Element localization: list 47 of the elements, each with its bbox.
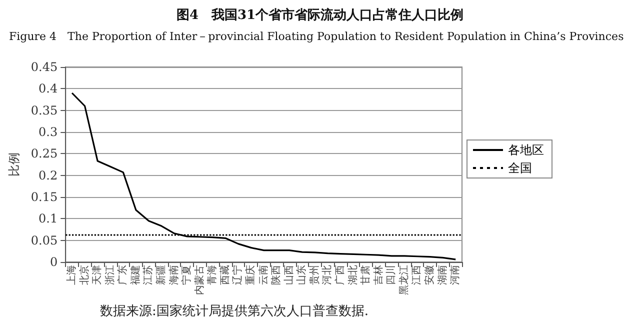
y-tick-label: 0.25 bbox=[30, 146, 58, 161]
x-tick-label: 贵州 bbox=[308, 265, 320, 285]
x-tick-label: 天津 bbox=[91, 265, 104, 285]
chart-subtitle: Figure 4 The Proportion of Inter－provincial Floating Population to Resident Population in China’s Provinces bbox=[9, 30, 624, 43]
y-tick-label: 0.45 bbox=[30, 60, 58, 74]
x-tick-label: 广东 bbox=[116, 265, 129, 285]
x-tick-label: 内蒙古 bbox=[193, 265, 206, 295]
x-tick-label: 安徽 bbox=[424, 265, 436, 285]
x-tick-label: 黑龙江 bbox=[398, 265, 410, 295]
x-tick-label: 陕西 bbox=[270, 265, 282, 285]
y-tick-label: 0.3 bbox=[38, 125, 58, 139]
x-tick-label: 福建 bbox=[129, 265, 142, 285]
x-tick-label: 辽宁 bbox=[232, 265, 244, 285]
y-tick-label: 0.05 bbox=[30, 233, 58, 248]
chart-title: 图4 我国31个省市省际流动人口占常住人口比例 bbox=[176, 7, 464, 23]
y-tick-label: 0.15 bbox=[30, 190, 58, 204]
x-tick-label: 吉林 bbox=[372, 265, 384, 285]
x-tick-label: 海南 bbox=[168, 265, 180, 285]
y-axis-title: 比例 bbox=[7, 152, 21, 176]
x-tick-label: 江苏 bbox=[142, 265, 154, 285]
y-tick-label: 0.35 bbox=[30, 103, 58, 118]
x-tick-label: 江西 bbox=[410, 265, 423, 285]
x-tick-label: 甘肃 bbox=[360, 265, 372, 285]
x-tick-label: 四川 bbox=[385, 265, 398, 285]
x-tick-label: 浙江 bbox=[104, 265, 116, 285]
x-tick-label: 云南 bbox=[257, 265, 270, 285]
x-tick-label: 山西 bbox=[282, 265, 295, 285]
x-tick-label: 宁夏 bbox=[180, 265, 193, 285]
x-tick-label: 广西 bbox=[334, 265, 346, 285]
y-tick-label: 0 bbox=[50, 255, 58, 269]
legend-label: 全国 bbox=[508, 161, 532, 175]
source-note: 数据来源:国家统计局提供第六次人口普查数据. bbox=[100, 303, 369, 319]
x-tick-label: 湖北 bbox=[346, 265, 359, 285]
x-tick-label: 河北 bbox=[321, 265, 334, 285]
x-tick-label: 上海 bbox=[66, 265, 78, 285]
y-tick-label: 0.1 bbox=[38, 212, 58, 226]
legend-label: 各地区 bbox=[508, 143, 544, 157]
x-tick-label: 北京 bbox=[78, 265, 90, 285]
y-tick-label: 0.4 bbox=[38, 82, 58, 96]
x-tick-label: 西藏 bbox=[218, 265, 231, 285]
x-tick-label: 湖南 bbox=[436, 265, 448, 285]
x-tick-label: 青海 bbox=[206, 265, 218, 285]
y-tick-label: 0.2 bbox=[38, 168, 58, 182]
x-tick-label: 重庆 bbox=[244, 265, 257, 285]
x-tick-label: 山东 bbox=[296, 265, 308, 285]
x-tick-label: 河南 bbox=[449, 265, 462, 285]
x-tick-label: 新疆 bbox=[155, 265, 168, 285]
